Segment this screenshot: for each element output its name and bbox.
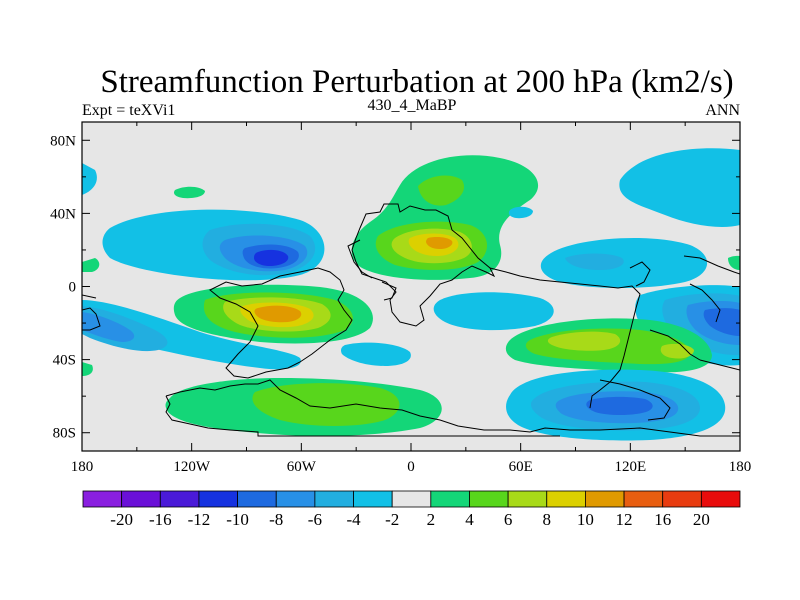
y-tick-label: 80S xyxy=(53,426,76,442)
colorbar-label: -20 xyxy=(110,510,133,529)
contour-region xyxy=(82,163,97,195)
colorbar: -20 -16 -12 -10 -8 -6 -4 -2 2 4 6 8 10 12 16 20 xyxy=(82,490,741,529)
y-tick-label: 0 xyxy=(69,280,77,296)
x-tick-label: 120E xyxy=(614,459,646,475)
colorbar-label: 6 xyxy=(504,510,513,529)
x-tick-label: 180 xyxy=(71,459,94,475)
contour-region xyxy=(728,255,740,270)
contour-region xyxy=(82,362,93,376)
colorbar-label: -10 xyxy=(226,510,249,529)
x-axis: 180 120W 60W 0 60E 120E 180 xyxy=(71,122,752,475)
colorbar-box xyxy=(314,490,354,508)
colorbar-label: -8 xyxy=(269,510,283,529)
y-axis: 80N 40N 0 40S 80S xyxy=(50,133,740,442)
x-tick-label: 120W xyxy=(173,459,211,475)
colorbar-box xyxy=(237,490,277,508)
contour-region xyxy=(418,175,465,206)
colorbar-label: 2 xyxy=(427,510,436,529)
x-tick-label: 60E xyxy=(509,459,533,475)
x-tick-label: 0 xyxy=(407,459,415,475)
colorbar-label: 8 xyxy=(543,510,552,529)
contour-region xyxy=(586,396,653,415)
colorbar-label: -12 xyxy=(188,510,211,529)
contour-region xyxy=(341,342,411,366)
colorbar-label: -16 xyxy=(149,510,172,529)
contour-region xyxy=(173,186,205,199)
colorbar-box xyxy=(623,490,664,508)
contour-region xyxy=(540,237,708,288)
contour-region xyxy=(619,148,740,227)
contour-region xyxy=(703,308,740,336)
chart-title: Streamfunction Perturbation at 200 hPa (… xyxy=(100,64,733,100)
contour-region xyxy=(508,206,533,219)
contour-region xyxy=(254,249,289,266)
colorbar-box xyxy=(469,490,509,508)
colorbar-box xyxy=(662,490,702,508)
contour-fill-layer xyxy=(82,148,740,441)
contour-region xyxy=(252,383,400,426)
contour-region xyxy=(82,258,100,272)
colorbar-box xyxy=(275,490,316,508)
colorbar-box xyxy=(430,490,470,508)
contour-region xyxy=(565,253,624,270)
contour-region xyxy=(254,305,302,323)
colorbar-label: -6 xyxy=(308,510,322,529)
center-string: 430_4_MaBP xyxy=(368,97,457,114)
colorbar-box xyxy=(507,490,548,508)
colorbar-label: 10 xyxy=(577,510,594,529)
colorbar-label: 20 xyxy=(693,510,710,529)
colorbar-label: 4 xyxy=(465,510,474,529)
y-tick-label: 40S xyxy=(53,353,76,369)
colorbar-box xyxy=(353,490,393,508)
y-tick-label: 80N xyxy=(50,133,76,149)
contour-region xyxy=(433,292,554,331)
colorbar-label: -4 xyxy=(346,510,361,529)
colorbar-box xyxy=(585,490,625,508)
colorbar-box xyxy=(82,490,123,508)
left-string: Expt = teXVi1 xyxy=(82,102,175,119)
contour-region xyxy=(426,237,453,249)
contour-region xyxy=(82,300,301,370)
colorbar-label: 16 xyxy=(654,510,671,529)
right-string: ANN xyxy=(705,102,740,119)
colorbar-box xyxy=(121,490,161,508)
x-tick-label: 60W xyxy=(287,459,317,475)
contour-region xyxy=(82,312,135,342)
map-panel: 180 120W 60W 0 60E 120E 180 80N 40N 0 40S 80S xyxy=(50,121,752,475)
colorbar-box xyxy=(391,490,432,508)
colorbar-label: 12 xyxy=(616,510,633,529)
colorbar-box xyxy=(700,490,741,508)
coastlines xyxy=(82,203,740,437)
colorbar-box xyxy=(198,490,238,508)
colorbar-box xyxy=(159,490,200,508)
x-tick-label: 180 xyxy=(729,459,752,475)
colorbar-box xyxy=(546,490,586,508)
contour-region xyxy=(547,331,621,351)
colorbar-label: -2 xyxy=(385,510,399,529)
contour-region xyxy=(660,343,694,359)
y-tick-label: 40N xyxy=(50,206,76,222)
